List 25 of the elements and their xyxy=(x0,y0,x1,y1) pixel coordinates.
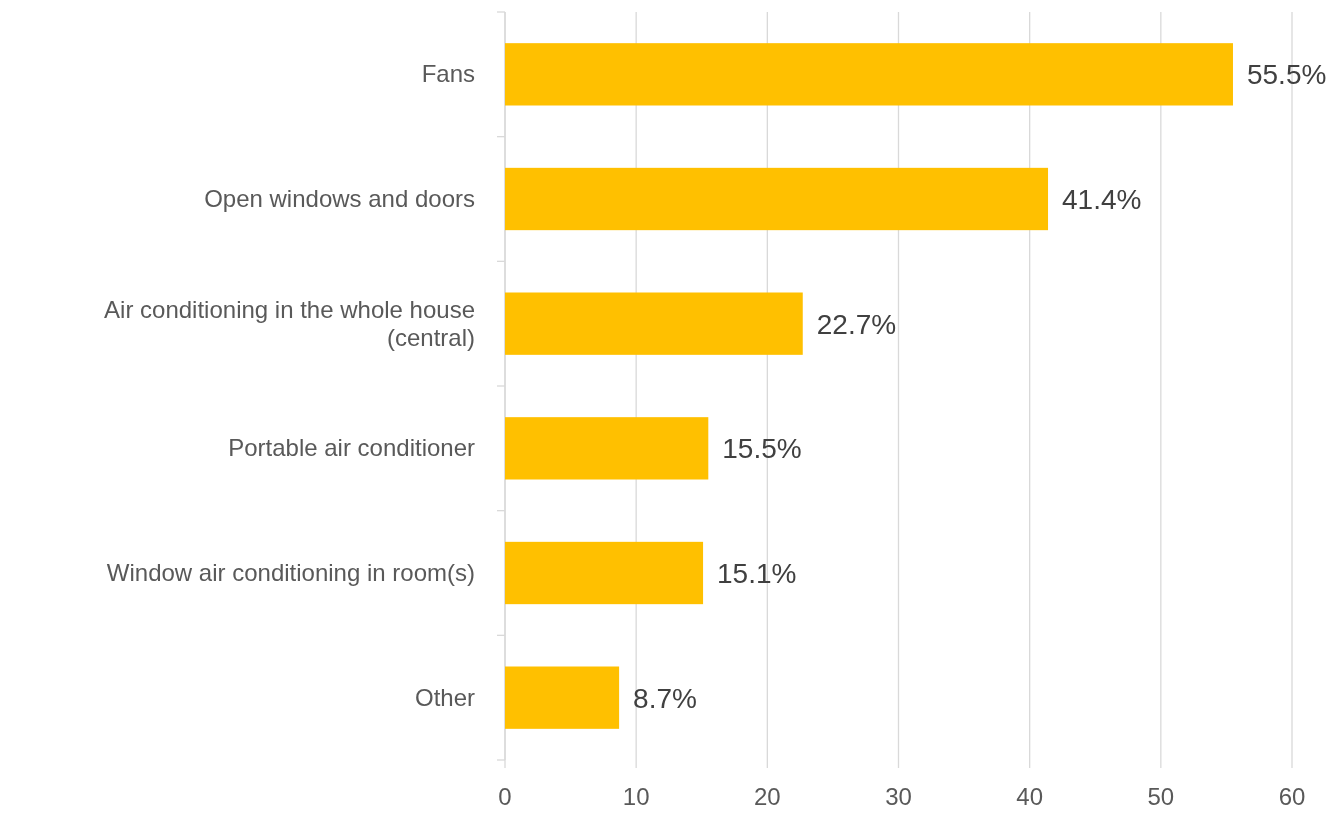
x-tick-label: 40 xyxy=(1016,783,1044,810)
x-tick-label: 0 xyxy=(498,783,512,810)
data-label: 15.1% xyxy=(717,558,797,589)
y-tick-label: Open windows and doors xyxy=(204,185,475,212)
y-tick-label: Window air conditioning in room(s) xyxy=(106,559,475,586)
y-tick-label: Air conditioning in the whole house (central) xyxy=(104,295,475,351)
bar xyxy=(505,541,704,605)
x-tick-label: 50 xyxy=(1147,783,1175,810)
bar xyxy=(505,292,803,355)
x-tick-label: 10 xyxy=(622,783,650,810)
bar xyxy=(505,167,1049,231)
data-label: 8.7% xyxy=(633,682,697,714)
bar xyxy=(505,43,1233,106)
x-tick-label: 30 xyxy=(885,783,912,810)
y-tick-label: Other xyxy=(414,683,475,711)
bar xyxy=(505,417,709,480)
y-tick-label: Fans xyxy=(421,60,475,88)
data-label: 15.5% xyxy=(722,433,802,465)
x-tick-label: 60 xyxy=(1278,783,1306,810)
data-label: 55.5% xyxy=(1246,59,1327,91)
y-tick-label: Portable air conditioner xyxy=(228,434,475,462)
data-label: 22.7% xyxy=(816,308,897,340)
x-tick-label: 20 xyxy=(753,783,781,810)
bar xyxy=(505,666,620,729)
data-label: 41.4% xyxy=(1062,184,1142,215)
